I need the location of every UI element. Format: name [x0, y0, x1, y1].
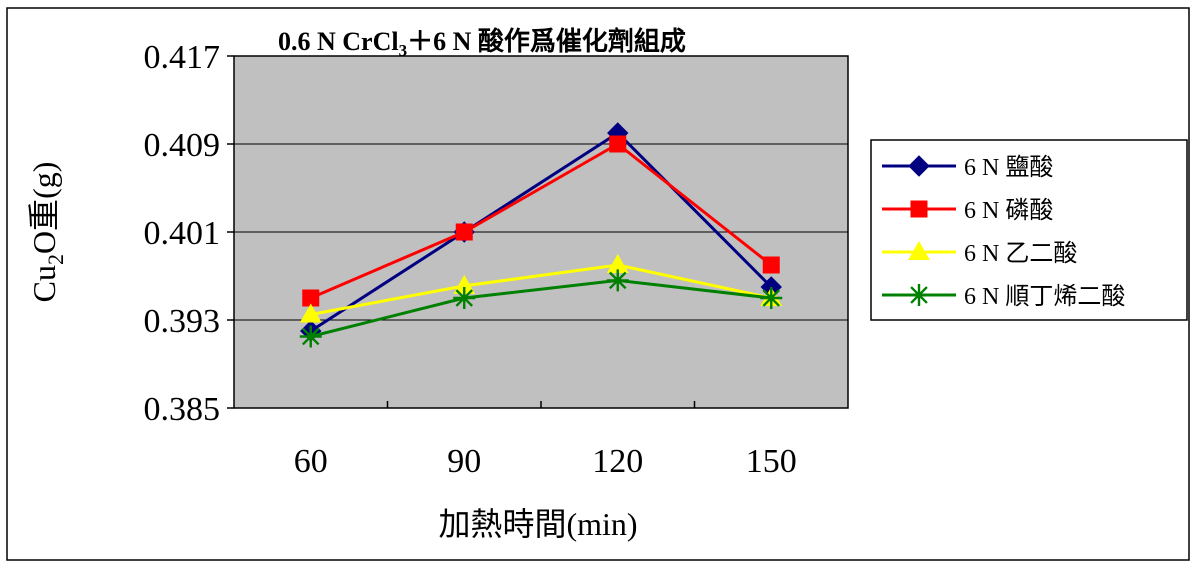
- legend-marker: [908, 284, 930, 306]
- legend-marker: [908, 155, 930, 177]
- series-line: [309, 131, 773, 333]
- legend-label: 6 N 順丁烯二酸: [964, 283, 1125, 310]
- series-line: [310, 263, 772, 316]
- x-tick-labels: 60 90 120 150: [294, 443, 797, 480]
- y-axis-title: Cu2O重(g): [26, 162, 68, 303]
- legend-label: 6 N 乙二酸: [964, 240, 1077, 267]
- x-tick-label: 90: [447, 443, 481, 480]
- legend-item: 6 N 鹽酸: [882, 154, 1053, 181]
- data-point: [760, 287, 783, 309]
- legend-item: 6 N 磷酸: [882, 197, 1053, 224]
- x-tick-label: 60: [294, 443, 328, 480]
- x-axis-title: 加熱時間(min): [438, 506, 637, 542]
- legend-marker: [910, 200, 928, 218]
- series-lines: [299, 122, 783, 348]
- data-point: [455, 223, 473, 241]
- y-tick-label: 0.417: [144, 39, 221, 76]
- data-point: [762, 256, 780, 274]
- legend-label: 6 N 鹽酸: [964, 154, 1053, 181]
- y-tick-labels: 0.385 0.393 0.401 0.409 0.417: [144, 39, 221, 428]
- legend-item: 6 N 順丁烯二酸: [882, 283, 1125, 310]
- gridlines: [234, 143, 848, 321]
- data-point: [299, 303, 322, 323]
- x-tick-label: 120: [592, 443, 643, 480]
- series-line: [310, 142, 773, 300]
- x-tick-label: 150: [746, 443, 797, 480]
- legend-label: 6 N 磷酸: [964, 197, 1053, 224]
- series-1: [302, 135, 780, 307]
- data-point: [609, 135, 627, 153]
- legend-items: 6 N 鹽酸 6 N 磷酸 6 N 乙二酸 6 N 順丁烯二酸: [882, 154, 1125, 310]
- y-tick-label: 0.409: [144, 127, 221, 164]
- series-2: [299, 253, 783, 323]
- y-tick-label: 0.393: [144, 303, 221, 340]
- chart-title: 0.6 N CrCl3＋6 N 酸作爲催化劑組成: [278, 26, 686, 60]
- legend-item: 6 N 乙二酸: [882, 240, 1077, 267]
- series-3: [299, 269, 783, 348]
- data-point: [453, 287, 476, 309]
- axes: [227, 55, 696, 409]
- series-line: [310, 278, 772, 338]
- data-point: [299, 325, 322, 348]
- legend-marker: [908, 240, 930, 260]
- y-tick-label: 0.401: [144, 215, 221, 252]
- data-point: [606, 269, 629, 292]
- y-tick-label: 0.385: [144, 391, 221, 428]
